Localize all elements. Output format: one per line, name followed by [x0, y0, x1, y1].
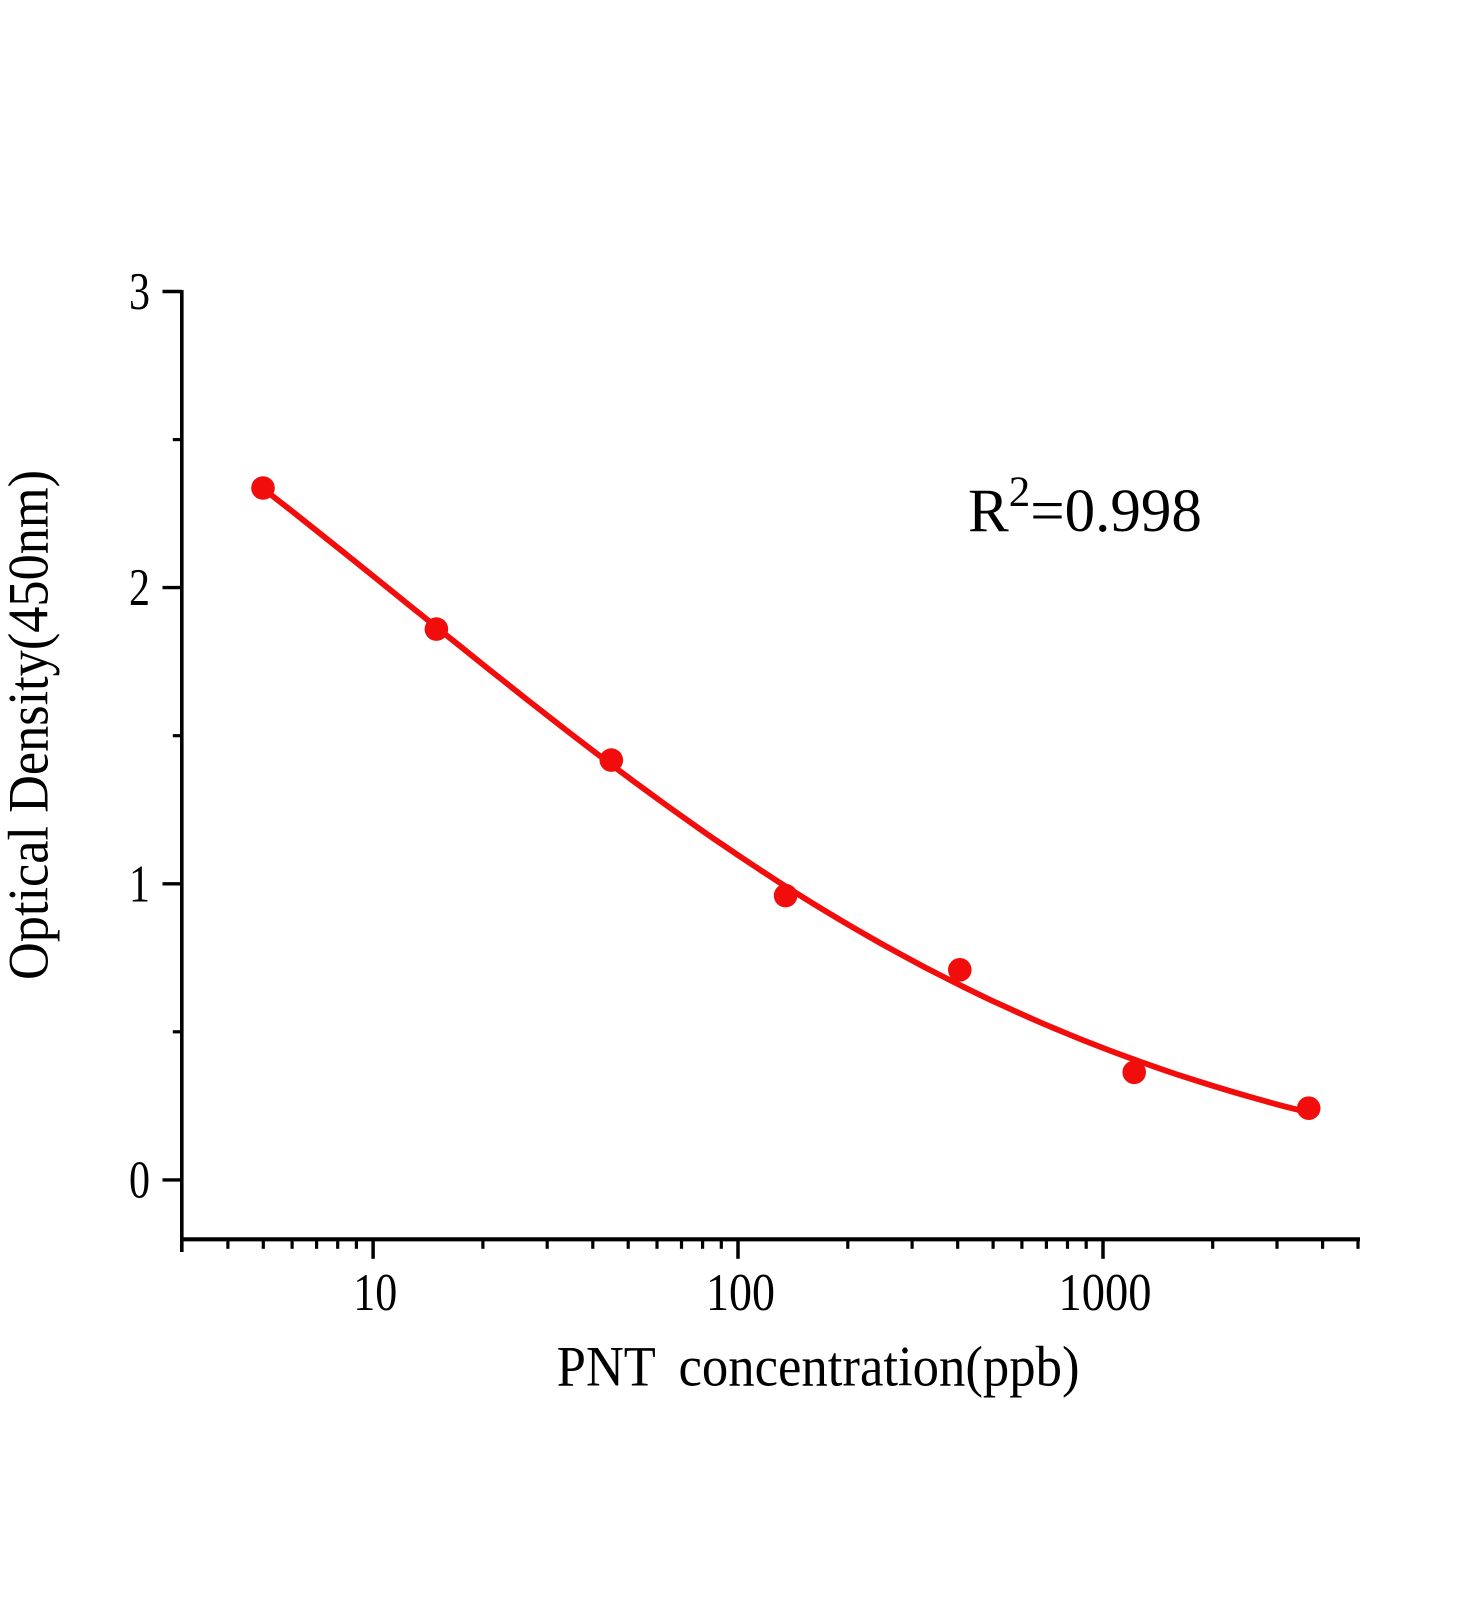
svg-text:PNT: PNT [557, 1336, 656, 1399]
svg-text:concentration(ppb): concentration(ppb) [679, 1336, 1080, 1399]
svg-text:R2=0.998: R2=0.998 [968, 469, 1202, 545]
svg-text:100: 100 [706, 1264, 775, 1322]
svg-text:Optical Density(450nm): Optical Density(450nm) [0, 470, 61, 980]
svg-text:0: 0 [129, 1151, 150, 1209]
svg-text:1000: 1000 [1059, 1264, 1152, 1322]
svg-text:1: 1 [129, 855, 150, 913]
svg-text:3: 3 [129, 263, 150, 321]
svg-text:10: 10 [353, 1264, 397, 1322]
svg-text:2: 2 [129, 559, 150, 617]
